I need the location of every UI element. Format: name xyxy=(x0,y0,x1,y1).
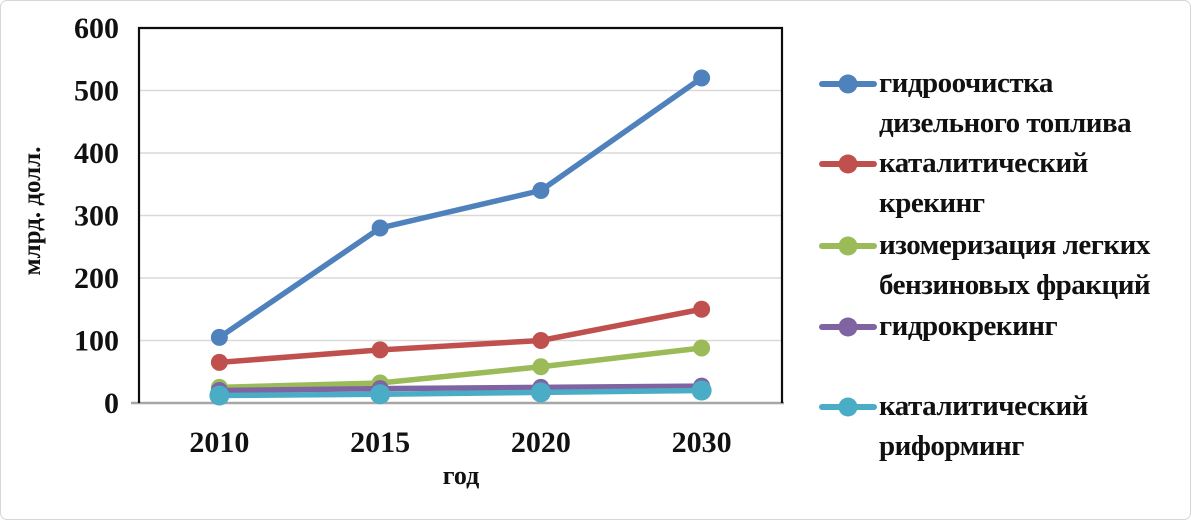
y-tick-label: 100 xyxy=(74,325,119,358)
data-point xyxy=(693,339,711,357)
y-tick-label: 600 xyxy=(74,12,119,45)
legend-label: гидрокрекинг xyxy=(879,310,1058,342)
legend-label: гидроочистка дизельного топлива xyxy=(879,67,1132,139)
legend-item: каталитический риформинг xyxy=(819,386,1187,466)
legend-item: гидрокрекинг xyxy=(819,306,1187,346)
series-line-2 xyxy=(216,345,705,391)
y-tick-label: 300 xyxy=(74,200,119,233)
series-line-3 xyxy=(216,383,705,394)
y-tick-label: 0 xyxy=(104,387,119,420)
legend-item: гидроочистка дизельного топлива xyxy=(819,63,1187,143)
legend-label: изомеризация легких бензиновых фракций xyxy=(879,229,1151,301)
data-point xyxy=(693,300,711,318)
data-point xyxy=(532,332,550,349)
data-point xyxy=(210,353,228,371)
legend-label: каталитический риформинг xyxy=(879,390,1088,462)
data-point xyxy=(371,219,389,237)
series-line-0 xyxy=(216,75,705,341)
data-point xyxy=(532,182,550,199)
legend-series-marker-icon xyxy=(819,74,877,94)
x-axis-title: год xyxy=(442,461,480,490)
x-tick-label: 2020 xyxy=(511,426,571,459)
legend-series-marker-icon xyxy=(819,317,877,337)
x-tick-label: 2010 xyxy=(189,426,249,459)
data-point xyxy=(530,382,551,403)
data-point xyxy=(209,385,230,406)
data-point xyxy=(691,380,712,401)
legend-series-marker-icon xyxy=(819,236,877,256)
chart-legend: гидроочистка дизельного топлива каталитиче… xyxy=(819,1,1187,519)
legend-series-marker-icon xyxy=(819,154,877,174)
y-axis-title: млрд. долл. xyxy=(19,146,46,276)
data-point xyxy=(532,358,550,376)
data-point xyxy=(371,341,389,359)
x-tick-label: 2015 xyxy=(350,426,410,459)
plot-border xyxy=(137,26,784,403)
data-point xyxy=(370,384,391,405)
legend-label: каталитический крекинг xyxy=(879,147,1088,219)
series-line-1 xyxy=(216,306,705,366)
x-tick-label: 2030 xyxy=(672,426,732,459)
data-point xyxy=(693,69,711,87)
y-tick-label: 400 xyxy=(74,137,119,170)
legend-item: каталитический крекинг xyxy=(819,143,1187,223)
legend-item: изомеризация легких бензиновых фракций xyxy=(819,225,1187,305)
data-point xyxy=(210,328,228,346)
series-line-4 xyxy=(216,387,705,399)
y-tick-label: 200 xyxy=(74,262,119,295)
legend-series-marker-icon xyxy=(819,397,877,417)
y-tick-label: 500 xyxy=(74,75,119,108)
